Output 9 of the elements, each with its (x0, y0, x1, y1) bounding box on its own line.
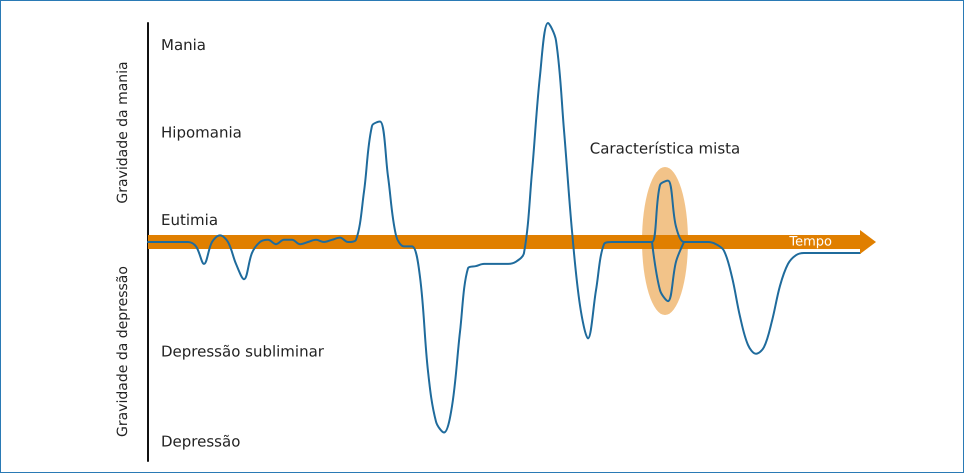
y2-axis-title: Gravidade da depressão (115, 266, 131, 437)
annotation: Depressão subliminar (161, 342, 325, 360)
annotation: Característica mista (590, 140, 740, 158)
x-axis-title: Tempo (788, 234, 832, 250)
annotation: Hipomania (161, 124, 242, 142)
annotation: Mania (161, 36, 206, 54)
annotation: Eutimia (161, 211, 218, 230)
y-axis-title: Gravidade da mania (115, 61, 131, 204)
annotation: Depressão (161, 432, 240, 450)
